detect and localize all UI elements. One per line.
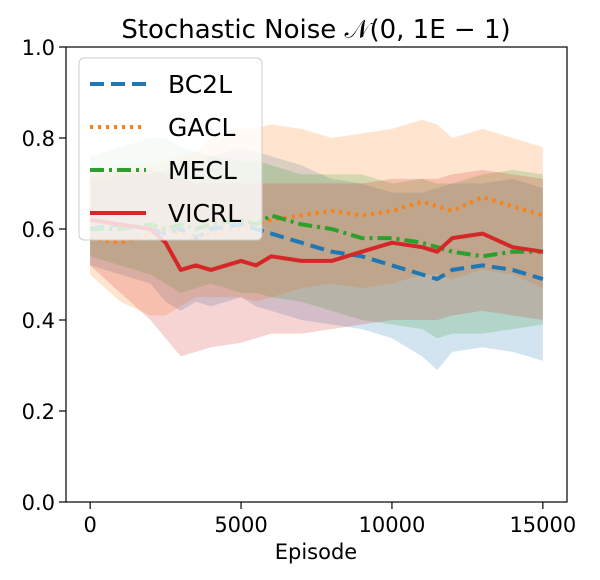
legend-label-vicrl: VICRL xyxy=(168,199,241,228)
legend-label-mecl: MECL xyxy=(168,156,237,185)
y-tick-label: 0.2 xyxy=(22,400,55,424)
x-tick-label: 5000 xyxy=(214,513,267,537)
x-axis-label: Episode xyxy=(275,540,357,564)
x-tick-label: 0 xyxy=(83,513,96,537)
y-tick-label: 0.8 xyxy=(22,127,55,151)
y-tick-label: 0.6 xyxy=(22,218,55,242)
line-mecl xyxy=(90,213,543,259)
x-tick-label: 10000 xyxy=(359,513,426,537)
y-tick-label: 0.4 xyxy=(22,309,55,333)
y-tick-label: 1.0 xyxy=(22,36,55,60)
x-tick-label: 15000 xyxy=(509,513,576,537)
legend: BC2L GACL MECL VICRL xyxy=(78,57,263,241)
legend-label-gacl: GACL xyxy=(168,113,235,142)
y-axis: 0.0 0.2 0.4 0.6 0.8 1.0 xyxy=(22,36,66,515)
chart-title: Stochastic Noise 𝒩(0, 1E − 1) xyxy=(121,15,510,45)
plot-frame xyxy=(65,46,568,503)
x-axis: 0 5000 10000 15000 xyxy=(83,502,576,537)
line-vicrl xyxy=(89,217,544,272)
legend-box xyxy=(78,57,263,241)
legend-label-bc2l: BC2L xyxy=(168,70,232,99)
y-tick-label: 0.0 xyxy=(22,491,55,515)
